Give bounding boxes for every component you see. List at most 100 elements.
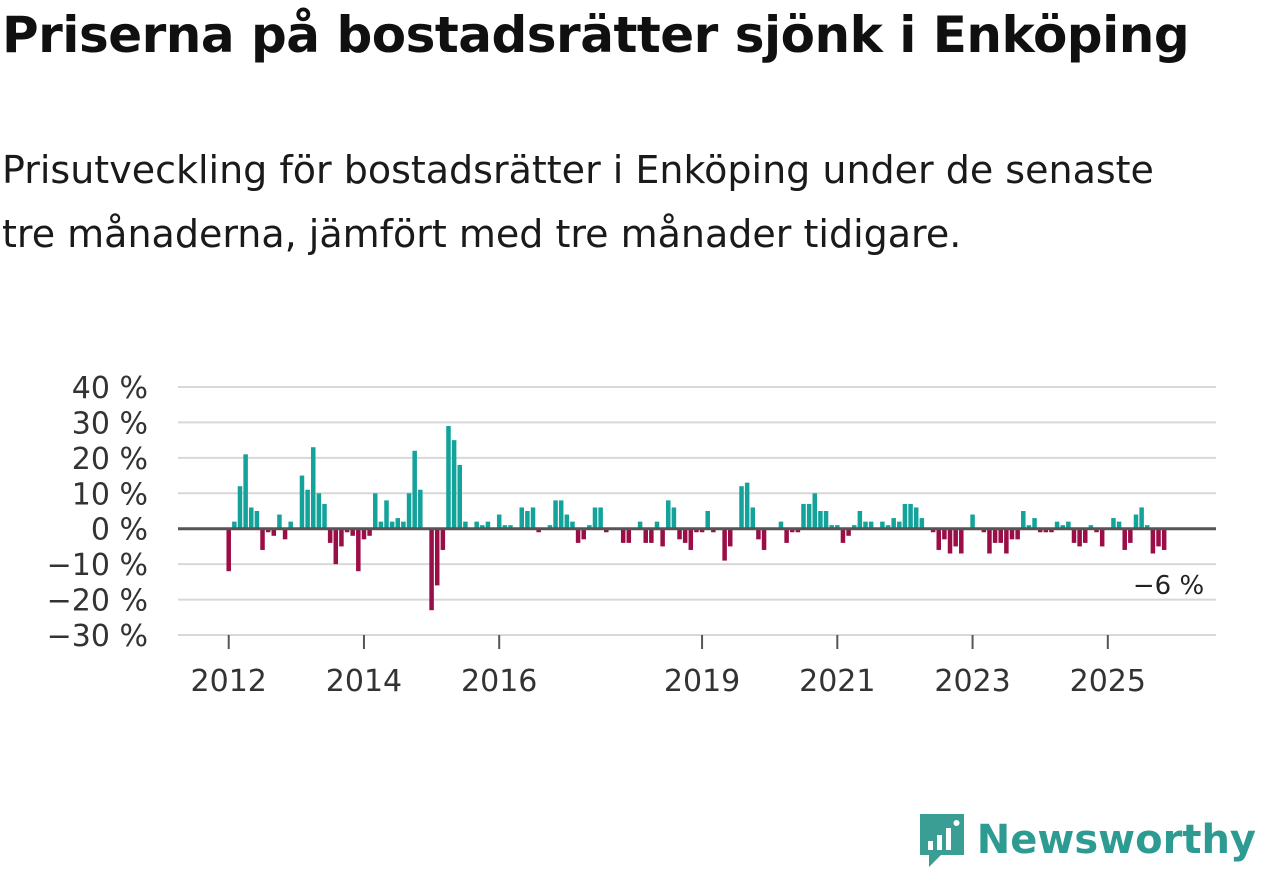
bar [1099, 528, 1105, 547]
bar [857, 511, 863, 529]
y-tick-label: 10 % [72, 477, 148, 512]
bar [1139, 507, 1144, 529]
bar [1060, 525, 1065, 529]
bar [322, 503, 327, 529]
bar [570, 521, 575, 529]
bar [575, 528, 581, 543]
bar [1116, 521, 1122, 529]
bar [237, 486, 243, 529]
bar [806, 503, 812, 529]
bar [930, 528, 936, 533]
bar [1037, 528, 1043, 533]
bar [604, 528, 609, 533]
bar [587, 525, 592, 529]
x-tick-label: 2023 [934, 664, 1010, 699]
bar [902, 503, 908, 529]
y-tick-label: 30 % [72, 406, 148, 441]
bar [1043, 528, 1049, 533]
bar [801, 503, 806, 529]
bar [480, 525, 485, 529]
bar [265, 528, 271, 533]
bar [1054, 521, 1060, 529]
bar [671, 507, 677, 529]
bar [288, 521, 293, 529]
bar [592, 507, 598, 529]
bar [643, 528, 648, 543]
bar [846, 528, 851, 536]
bar [947, 528, 953, 554]
bar [1133, 514, 1139, 529]
bar [553, 500, 558, 529]
bar [705, 511, 710, 529]
bar [620, 528, 626, 543]
bar [434, 528, 440, 586]
y-tick-label: −10 % [47, 548, 148, 583]
bar [666, 500, 671, 529]
bar [913, 507, 919, 529]
bar [1150, 528, 1156, 554]
bar [1071, 528, 1077, 543]
brand-logo: Newsworthy [917, 811, 1256, 869]
bar [784, 528, 789, 543]
bar [1066, 521, 1071, 529]
bar [880, 521, 885, 529]
bar [812, 493, 818, 529]
bar [316, 493, 322, 529]
bar [384, 500, 389, 529]
bar [485, 521, 491, 529]
y-tick-label: −30 % [47, 619, 148, 654]
bar [429, 528, 434, 611]
bar [564, 514, 570, 529]
bar [699, 528, 705, 533]
bar [372, 493, 378, 529]
bar [722, 528, 727, 561]
bar [344, 528, 350, 533]
axes: 40 %30 %20 %10 %0 %−10 %−20 %−30 % 2012 20… [47, 371, 1216, 699]
bar [1122, 528, 1127, 550]
bar [508, 525, 513, 529]
bar [1145, 525, 1150, 529]
bar [851, 525, 857, 529]
bar [305, 489, 310, 529]
bar [739, 486, 744, 529]
bar [795, 528, 801, 533]
bar [356, 528, 361, 572]
bar [908, 503, 913, 529]
bar [378, 521, 384, 529]
bar [232, 521, 237, 529]
bar [1015, 528, 1020, 540]
bar [885, 525, 891, 529]
chart-title: Priserna på bostadsrätter sjönk i Enköpi… [2, 6, 1190, 64]
bar [868, 521, 874, 529]
bar [953, 528, 958, 547]
y-tick-label: 0 % [91, 513, 148, 548]
bar [395, 518, 401, 529]
bar [891, 518, 896, 529]
bar [525, 511, 530, 529]
bar [277, 514, 282, 529]
bar [756, 528, 761, 540]
bar [1156, 528, 1161, 547]
bar [496, 514, 502, 529]
bar [987, 528, 992, 554]
bar [823, 511, 829, 529]
bar [660, 528, 665, 547]
bar [897, 521, 902, 529]
bar [558, 500, 564, 529]
bar [412, 450, 417, 529]
brand-name: Newsworthy [976, 817, 1256, 863]
bar [339, 528, 344, 547]
bar [637, 521, 643, 529]
bar [457, 464, 463, 529]
bar [789, 528, 795, 533]
bar [761, 528, 767, 550]
bar [677, 528, 682, 540]
bar-chart: 40 %30 %20 %10 %0 %−10 %−20 %−30 % 2012 20… [47, 371, 1216, 699]
bar [310, 447, 316, 529]
bar [682, 528, 688, 543]
bar [361, 528, 367, 540]
bar [626, 528, 632, 543]
bar [446, 425, 451, 529]
bar [1111, 518, 1116, 529]
bar [1094, 528, 1099, 533]
